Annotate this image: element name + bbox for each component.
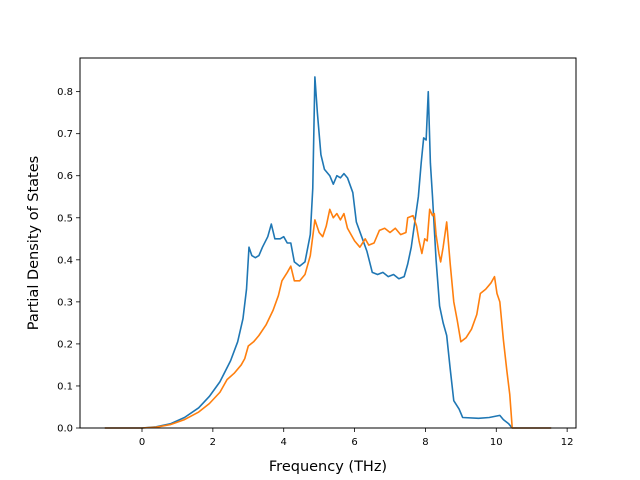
y-tick-label: 0.1: [57, 381, 73, 392]
series-line-1: [104, 76, 552, 429]
x-tick-label: 4: [281, 437, 287, 448]
x-axis-label: Frequency (THz): [269, 459, 387, 475]
plot-frame: [79, 57, 577, 429]
y-tick-label: 0.7: [57, 129, 73, 140]
y-tick-label: 0.5: [57, 213, 73, 224]
x-tick-label: 6: [351, 437, 357, 448]
y-ticks: 0.0 0.1 0.2 0.3 0.4 0.5 0.6 0.7 0.8: [57, 87, 80, 435]
y-axis-label: Partial Density of States: [26, 156, 42, 330]
y-tick-label: 0.6: [57, 171, 73, 182]
x-tick-label: 8: [422, 437, 428, 448]
x-tick-label: 12: [561, 437, 574, 448]
y-tick-label: 0.8: [57, 87, 73, 98]
y-tick-label: 0.3: [57, 297, 73, 308]
x-tick-label: 0: [139, 437, 145, 448]
x-tick-label: 2: [210, 437, 216, 448]
x-ticks: 0 2 4 6 8 10 12: [139, 428, 574, 448]
plot-lines: [104, 76, 552, 429]
y-tick-label: 0.0: [57, 424, 73, 435]
y-tick-label: 0.4: [57, 255, 73, 266]
y-tick-label: 0.2: [57, 339, 73, 350]
series-line-2: [104, 208, 552, 429]
x-tick-label: 10: [490, 437, 503, 448]
